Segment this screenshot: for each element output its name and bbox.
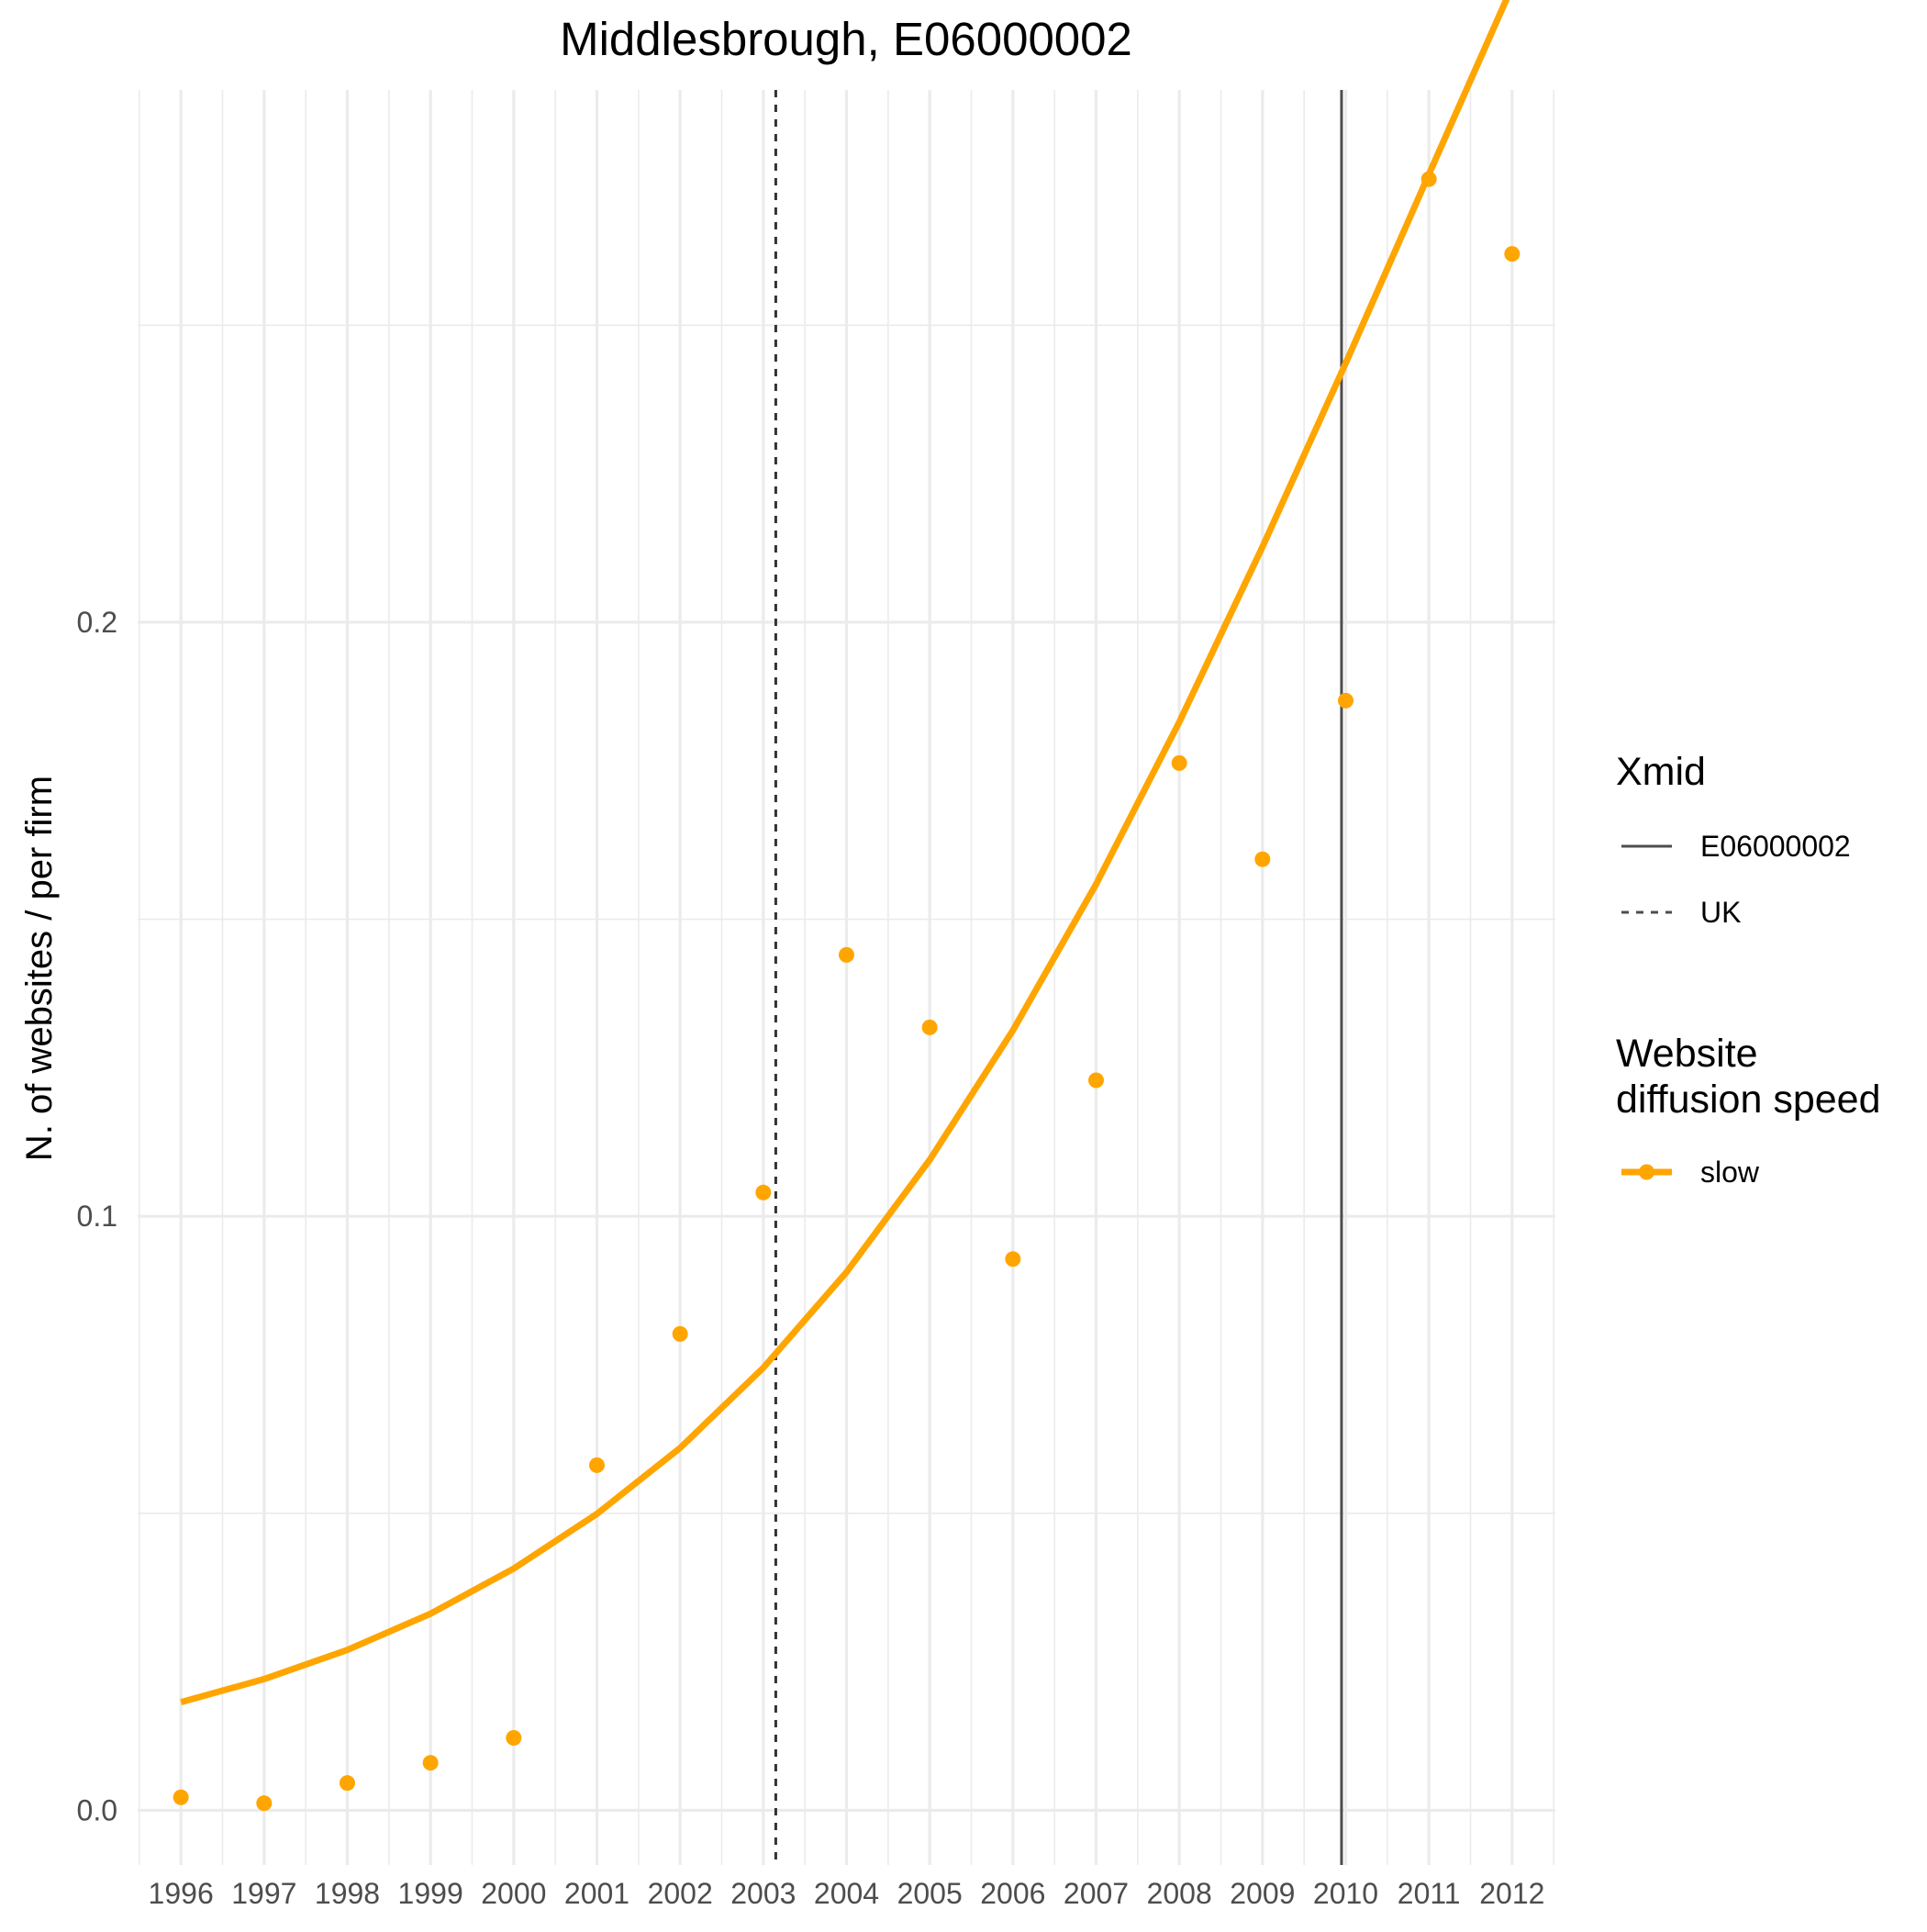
x-tick-label: 2010	[1313, 1877, 1378, 1910]
x-tick-label: 1996	[149, 1877, 214, 1910]
x-tick-label: 2012	[1479, 1877, 1544, 1910]
grid-layer	[138, 90, 1555, 1865]
legend-label-e06000002: E06000002	[1700, 830, 1851, 863]
data-point-2002	[672, 1325, 688, 1342]
legend-label-slow: slow	[1700, 1156, 1760, 1189]
data-point-1997	[256, 1795, 273, 1812]
data-point-2009	[1254, 851, 1271, 867]
vline-layer	[774, 90, 1343, 1865]
x-tick-label: 2000	[481, 1877, 546, 1910]
x-tick-label: 2006	[980, 1877, 1045, 1910]
x-tick-label: 2005	[897, 1877, 963, 1910]
data-point-2005	[921, 1019, 938, 1035]
y-axis-title: N. of websites / per firm	[19, 776, 60, 1161]
data-point-2008	[1171, 754, 1187, 771]
data-point-2004	[839, 946, 854, 963]
data-point-2000	[506, 1729, 522, 1746]
y-tick-label: 0.1	[77, 1200, 117, 1233]
data-point-2011	[1420, 171, 1437, 187]
x-tick-label: 2002	[648, 1877, 713, 1910]
x-tick-label: 2011	[1398, 1877, 1461, 1910]
legend-title-speed-line2: diffusion speed	[1616, 1078, 1881, 1122]
data-point-2006	[1005, 1251, 1021, 1268]
legend-key-point-slow	[1639, 1164, 1654, 1180]
x-tick-label: 1997	[231, 1877, 296, 1910]
legend: Xmid E06000002 UK Website diffusion speed…	[1616, 750, 1881, 1189]
data-point-2007	[1088, 1072, 1105, 1089]
x-tick-label: 1998	[315, 1877, 380, 1910]
series-layer	[173, 0, 1520, 1812]
chart-title: Middlesbrough, E06000002	[560, 13, 1132, 65]
tick-layer: 1996 1997 1998 1999 2000 2001 2002 2003 2004 2005…	[77, 606, 1545, 1910]
x-tick-label: 2008	[1147, 1877, 1212, 1910]
x-tick-label: 2001	[564, 1877, 629, 1910]
legend-speed-entries: slow	[1621, 1156, 1760, 1189]
y-tick-label: 0.2	[77, 606, 117, 639]
data-point-1999	[422, 1755, 439, 1771]
legend-xmid-entries: E06000002 UK	[1621, 830, 1851, 929]
data-point-2012	[1504, 246, 1520, 262]
fit-line-slow	[180, 0, 1510, 1706]
data-point-1996	[173, 1789, 189, 1805]
legend-label-uk: UK	[1700, 896, 1741, 929]
legend-title-speed-line1: Website	[1616, 1032, 1758, 1076]
x-tick-label: 2007	[1064, 1877, 1129, 1910]
data-point-2003	[755, 1184, 772, 1201]
data-point-2001	[588, 1457, 605, 1473]
y-tick-label: 0.0	[77, 1793, 117, 1826]
x-tick-label: 1999	[398, 1877, 463, 1910]
x-tick-label: 2003	[730, 1877, 796, 1910]
data-point-2010	[1338, 692, 1354, 709]
x-tick-label: 2009	[1230, 1877, 1295, 1910]
data-point-1998	[339, 1775, 355, 1792]
x-tick-label: 2004	[814, 1877, 879, 1910]
legend-title-xmid: Xmid	[1616, 750, 1706, 794]
